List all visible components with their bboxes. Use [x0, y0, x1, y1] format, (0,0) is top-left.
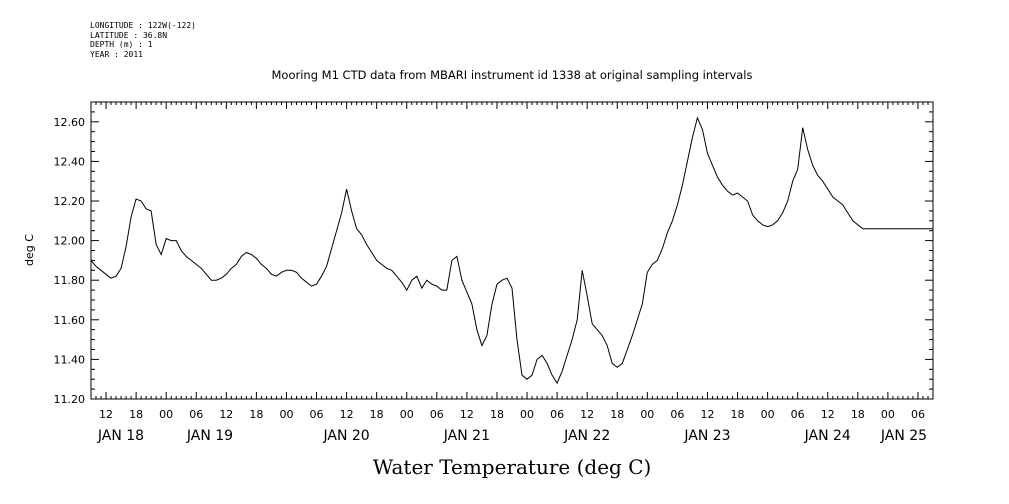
day-label: JAN 24: [804, 428, 851, 444]
x-tick-label: 12: [580, 408, 594, 421]
x-tick-labels: 12 18 00 06 12 18 00 06 12 18 00 06 12 18 00 06 12 18 00 06…: [99, 408, 925, 421]
temperature-series-line: [90, 116, 933, 385]
x-tick-label: 00: [279, 408, 293, 421]
x-tick-label: 18: [731, 408, 745, 421]
x-tick-label: 12: [821, 408, 835, 421]
x-tick-label: 06: [911, 408, 925, 421]
x-tick-label: 06: [430, 408, 444, 421]
x-tick-label: 18: [490, 408, 504, 421]
day-label: JAN 25: [880, 428, 927, 444]
x-tick-label: 06: [310, 408, 324, 421]
day-label: JAN 19: [186, 428, 233, 444]
x-tick-label: 12: [700, 408, 714, 421]
metadata-block: LONGITUDE : 122W(-122) LATITUDE : 36.8N …: [90, 21, 196, 59]
y-tick-labels: 11.20 11.40 11.60 11.80 12.00 12.20 12.40 12.60: [54, 116, 86, 406]
chart-title: Mooring M1 CTD data from MBARI instrumen…: [272, 68, 753, 82]
day-label: JAN 22: [563, 428, 610, 444]
x-tick-label: 00: [520, 408, 534, 421]
x-tick-label: 06: [791, 408, 805, 421]
y-tick-label: 12.40: [54, 155, 86, 168]
x-tick-label: 00: [640, 408, 654, 421]
y-axis-label: deg C: [23, 234, 36, 266]
day-label: JAN 23: [683, 428, 730, 444]
y-tick-label: 11.20: [54, 393, 86, 406]
x-tick-label: 06: [670, 408, 684, 421]
y-tick-label: 12.60: [54, 116, 86, 129]
x-tick-label: 06: [550, 408, 564, 421]
longitude-text: LONGITUDE : 122W(-122): [90, 21, 196, 30]
x-tick-label: 12: [460, 408, 474, 421]
x-tick-label: 00: [881, 408, 895, 421]
year-text: YEAR : 2011: [90, 49, 143, 59]
x-tick-label: 18: [851, 408, 865, 421]
x-tick-label: 18: [249, 408, 263, 421]
y-tick-label: 12.20: [54, 195, 86, 208]
x-tick-label: 12: [340, 408, 354, 421]
x-tick-label: 06: [189, 408, 203, 421]
latitude-text: LATITUDE : 36.8N: [90, 30, 168, 40]
day-label: JAN 18: [97, 428, 144, 444]
day-labels: JAN 18 JAN 19 JAN 20 JAN 21 JAN 22 JAN 23 JAN …: [97, 428, 927, 444]
x-tick-label: 18: [129, 408, 143, 421]
y-tick-label: 11.80: [54, 274, 86, 287]
depth-text: DEPTH (m) : 1: [90, 40, 153, 49]
x-axis-title: Water Temperature (deg C): [373, 455, 652, 479]
x-tick-label: 00: [159, 408, 173, 421]
x-tick-label: 00: [761, 408, 775, 421]
day-label: JAN 21: [443, 428, 490, 444]
y-tick-label: 11.60: [54, 314, 86, 327]
x-tick-label: 18: [610, 408, 624, 421]
x-tick-label: 12: [219, 408, 233, 421]
x-tick-label: 12: [99, 408, 113, 421]
x-tick-label: 18: [370, 408, 384, 421]
y-tick-label: 12.00: [54, 235, 86, 248]
y-tick-label: 11.40: [54, 353, 86, 366]
day-label: JAN 20: [323, 428, 370, 444]
x-tick-label: 00: [400, 408, 414, 421]
axis-ticks: [90, 101, 934, 400]
